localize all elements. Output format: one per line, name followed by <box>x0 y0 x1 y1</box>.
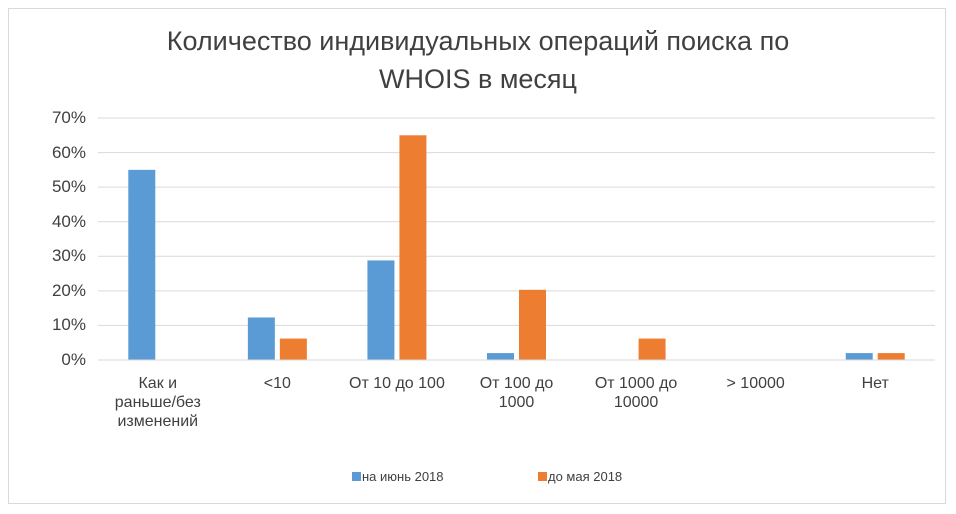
y-tick-label: 30% <box>51 246 86 266</box>
y-tick-label: 70% <box>51 108 86 127</box>
y-tick-label: 10% <box>51 315 86 335</box>
x-tick-label: <10 <box>263 375 291 392</box>
bar <box>519 289 546 360</box>
bar <box>487 353 514 360</box>
x-tick-label: От 1000 до 10000 <box>594 375 678 411</box>
chart-title: Количество индивидуальных операций поиск… <box>166 26 790 94</box>
y-tick-label: 50% <box>51 177 86 197</box>
bar <box>877 353 905 360</box>
legend-swatch <box>352 472 361 481</box>
bar <box>399 135 427 360</box>
y-tick-label: 60% <box>51 142 86 162</box>
y-tick-label: 0% <box>61 350 86 369</box>
x-tick-label: От 100 до 1000 <box>479 375 554 411</box>
legend-label: на июнь 2018 <box>362 469 444 484</box>
x-tick-label: > 10000 <box>726 375 785 392</box>
y-tick-label: 20% <box>51 280 86 300</box>
y-tick-label: 40% <box>51 211 86 231</box>
x-tick-label: От 10 до 100 <box>349 375 445 392</box>
x-tick-label: Нет <box>861 375 889 392</box>
bar <box>128 169 156 360</box>
legend-swatch <box>538 472 547 481</box>
chart-frame <box>8 8 946 504</box>
bar <box>279 338 307 360</box>
bar <box>247 317 275 360</box>
bar <box>367 260 395 360</box>
legend-label: до мая 2018 <box>548 469 623 484</box>
bar <box>638 338 666 360</box>
x-tick-label: Как и раньше/без изменений <box>114 375 201 430</box>
bar <box>845 353 873 360</box>
